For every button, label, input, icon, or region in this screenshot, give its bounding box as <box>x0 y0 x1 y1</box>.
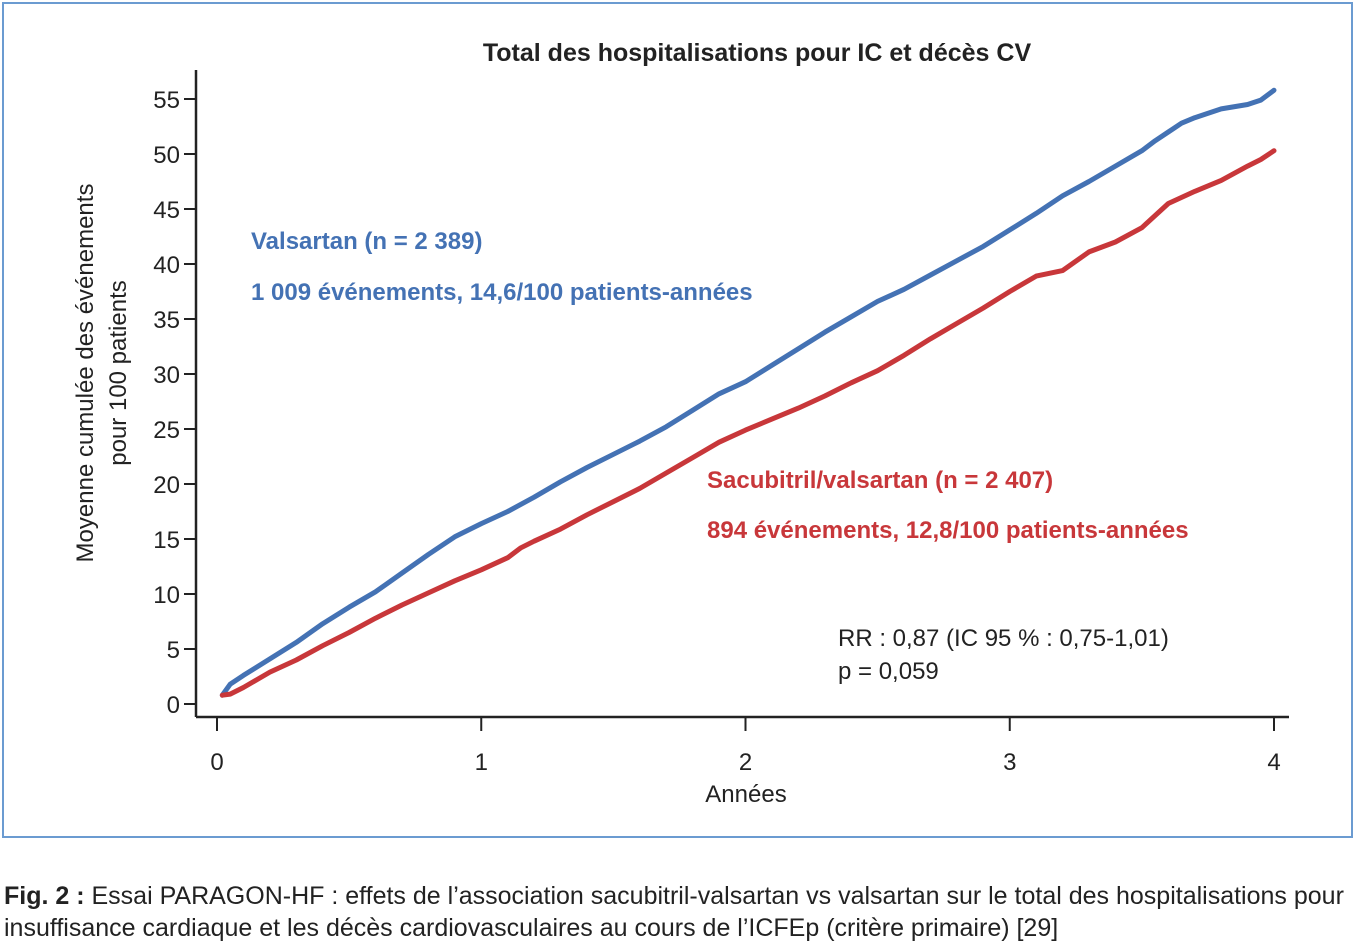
series-line-valsartan <box>219 87 1277 698</box>
x-axis-label: Années <box>705 781 786 808</box>
caption-label: Fig. 2 : <box>4 882 85 910</box>
y-tick-label: 50 <box>153 142 180 169</box>
figure-caption: Fig. 2 : Essai PARAGON-HF : effets de l’… <box>4 880 1356 944</box>
y-tick-label: 20 <box>153 472 180 499</box>
legend-sacubitril-name: Sacubitril/valsartan (n = 2 407) <box>707 467 1053 494</box>
y-ticks: 0 5 10 15 20 25 30 35 40 45 50 55 <box>153 87 196 719</box>
x-tick-label: 1 <box>475 749 488 776</box>
y-tick-label: 40 <box>153 252 180 279</box>
y-tick-label: 55 <box>153 87 180 114</box>
y-axis-label: Moyenne cumulée des événements pour 100 … <box>72 184 132 563</box>
y-tick-label: 10 <box>153 582 180 609</box>
y-tick-label: 5 <box>167 637 180 664</box>
annotation-p: p = 0,059 <box>838 658 939 685</box>
chart-title: Total des hospitalisations pour IC et dé… <box>483 39 1032 67</box>
x-tick-label: 2 <box>739 749 752 776</box>
legend-sacubitril-events: 894 événements, 12,8/100 patients-années <box>707 517 1189 544</box>
y-tick-label: 25 <box>153 417 180 444</box>
annotation-rr: RR : 0,87 (IC 95 % : 0,75-1,01) <box>838 625 1169 652</box>
y-axis-label-line1: Moyenne cumulée des événements <box>72 184 99 563</box>
y-axis-label-line2: pour 100 patients <box>105 280 132 465</box>
caption-text: Essai PARAGON-HF : effets de l’associati… <box>4 882 1344 942</box>
legend-valsartan-name: Valsartan (n = 2 389) <box>251 228 482 255</box>
x-ticks: 0 1 2 3 4 <box>210 717 1281 776</box>
legend-valsartan-events: 1 009 événements, 14,6/100 patients-anné… <box>251 279 753 306</box>
y-tick-label: 15 <box>153 527 180 554</box>
x-tick-label: 4 <box>1267 749 1280 776</box>
series-line-sacubitril-valsartan <box>219 148 1277 698</box>
y-tick-label: 30 <box>153 362 180 389</box>
y-tick-label: 0 <box>167 692 180 719</box>
series-lines <box>219 87 1277 698</box>
x-tick-label: 3 <box>1003 749 1016 776</box>
y-tick-label: 45 <box>153 197 180 224</box>
x-tick-label: 0 <box>210 749 223 776</box>
chart: Total des hospitalisations pour IC et dé… <box>72 39 1289 808</box>
y-tick-label: 35 <box>153 307 180 334</box>
